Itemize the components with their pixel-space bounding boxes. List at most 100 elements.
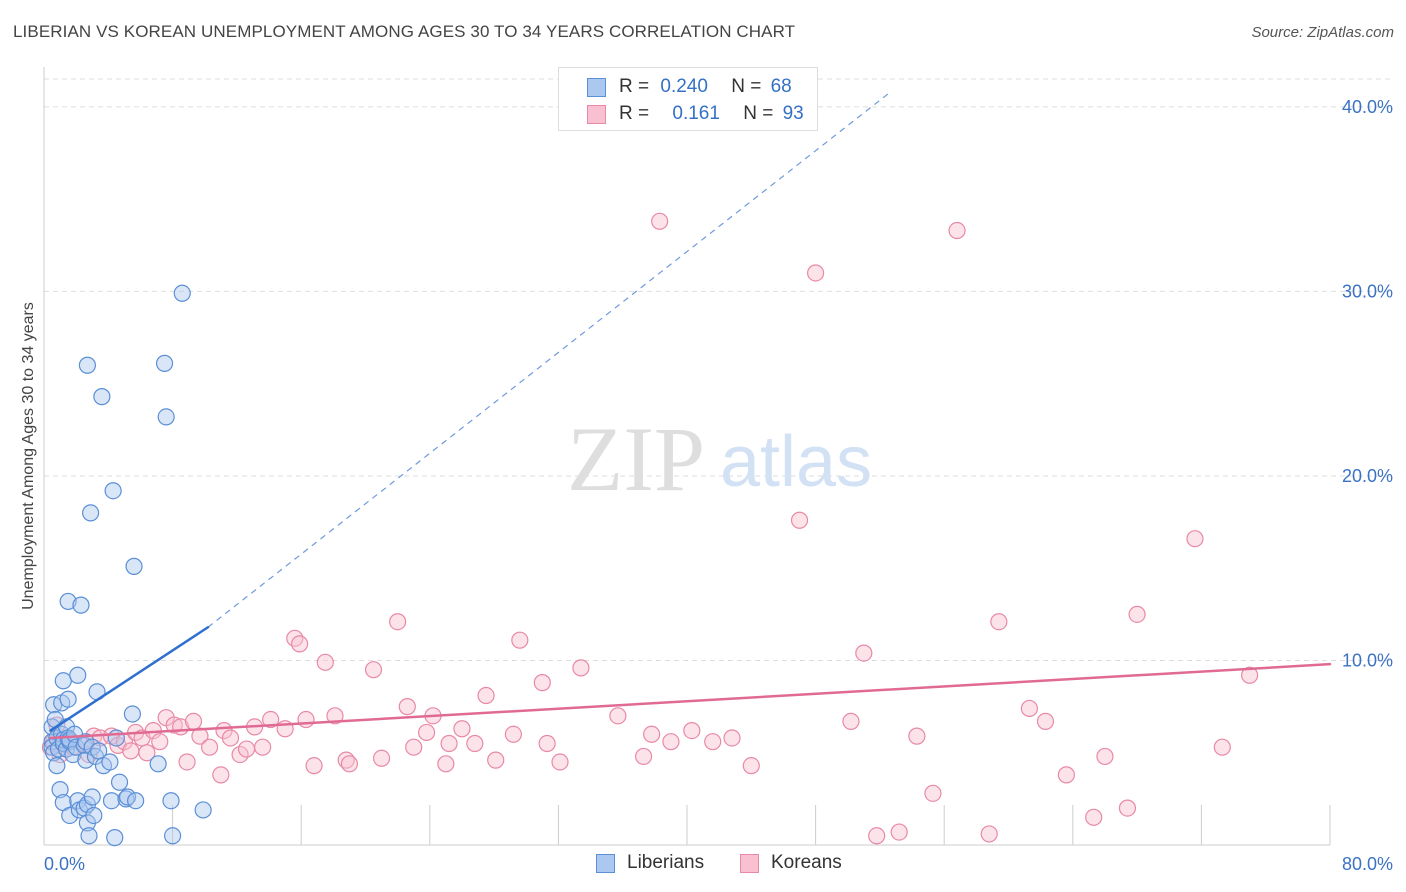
korean-point-73 [806, 264, 825, 282]
liberian-point-59 [149, 755, 167, 773]
liberian-point-30 [72, 596, 90, 614]
korean-point-43 [340, 755, 359, 773]
watermark-atlas: atlas [720, 422, 872, 502]
korean-point-88 [1118, 799, 1137, 817]
liberian-point-53 [110, 773, 129, 791]
liberian-point-38 [80, 827, 98, 845]
liberian-point-62 [162, 792, 180, 810]
liberian-point-46 [93, 388, 111, 406]
koreans-legend-swatch [740, 853, 759, 873]
legend-liberians-n-value: 68 [770, 76, 792, 97]
korean-point-75 [855, 644, 873, 662]
liberian-point-52 [107, 729, 125, 747]
korean-point-38 [297, 710, 315, 729]
liberian-point-48 [101, 753, 119, 771]
korean-point-62 [572, 659, 590, 677]
korean-point-61 [551, 753, 569, 771]
liberian-point-19 [59, 690, 77, 708]
legend-liberians-n-label: N = [731, 76, 762, 97]
korean-point-72 [790, 511, 809, 529]
korean-point-90 [1186, 530, 1204, 548]
legend-liberians-r-label: R = [619, 76, 650, 97]
korean-point-65 [643, 725, 661, 743]
korean-point-70 [723, 729, 741, 747]
korean-point-40 [316, 653, 334, 671]
korean-point-85 [1057, 766, 1075, 784]
korean-point-52 [440, 734, 458, 753]
series-legend: Liberians Koreans [0, 852, 1406, 876]
korean-point-63 [609, 707, 627, 725]
grid-lines [44, 78, 1392, 661]
liberian-point-20 [59, 592, 77, 611]
liberian-point-55 [118, 788, 137, 806]
y-tick-label-30: 30.0% [1342, 281, 1393, 301]
chart-title: LIBERIAN VS KOREAN UNEMPLOYMENT AMONG AG… [13, 22, 796, 41]
koreans-legend-label: Koreans [771, 852, 842, 873]
koreans-points [41, 212, 1259, 845]
korean-point-84 [1036, 712, 1055, 730]
legend-koreans-text: R = 0.161 N = 93 [619, 103, 804, 125]
korean-point-23 [178, 753, 196, 771]
korean-point-26 [200, 738, 219, 756]
korean-point-54 [466, 734, 484, 753]
korean-point-33 [254, 738, 272, 756]
liberian-point-51 [106, 829, 124, 847]
series-legend-koreans[interactable]: Koreans [740, 852, 842, 874]
legend-koreans-r-label: R = [619, 103, 650, 124]
liberians-legend-label: Liberians [627, 852, 705, 873]
liberian-point-57 [125, 557, 143, 575]
korean-point-76 [868, 827, 886, 845]
korean-point-79 [924, 784, 942, 802]
korean-point-58 [511, 631, 529, 649]
liberian-point-49 [102, 792, 121, 810]
legend-koreans-n-label: N = [743, 103, 774, 124]
x-tick-label-0: 0.0% [44, 854, 85, 874]
stats-legend: R = 0.240 N = 68 R = 0.161 N = 93 [558, 67, 818, 131]
korean-point-60 [538, 734, 556, 753]
liberian-point-37 [78, 356, 97, 374]
liberian-point-58 [127, 792, 145, 810]
korean-point-86 [1085, 808, 1103, 826]
series-legend-liberians[interactable]: Liberians [596, 852, 704, 874]
x-tick-label-80: 80.0% [1342, 854, 1393, 874]
korean-point-14 [122, 742, 140, 760]
korean-point-47 [398, 698, 416, 716]
korean-point-39 [305, 757, 323, 775]
korean-point-24 [184, 712, 203, 730]
liberian-point-65 [194, 801, 212, 819]
liberians-swatch [587, 77, 606, 97]
korean-point-44 [364, 661, 383, 679]
liberians-legend-swatch [596, 853, 615, 873]
korean-point-49 [417, 723, 436, 742]
liberian-point-61 [157, 408, 175, 426]
korean-point-31 [237, 740, 256, 758]
legend-liberians-text: R = 0.240 N = 68 [619, 76, 792, 98]
legend-koreans-r-value: 0.161 [672, 103, 720, 124]
korean-point-81 [980, 825, 998, 843]
y-tick-label-20: 20.0% [1342, 466, 1393, 486]
liberian-point-42 [85, 806, 103, 825]
korean-point-74 [842, 712, 860, 730]
korean-point-48 [405, 738, 423, 756]
korean-point-36 [286, 629, 304, 647]
liberian-point-39 [82, 504, 100, 522]
liberian-point-22 [61, 806, 79, 825]
korean-point-77 [890, 823, 908, 841]
korean-point-87 [1096, 747, 1114, 766]
source-credit: Source: ZipAtlas.com [1251, 24, 1394, 41]
watermark-zip: ZIP [567, 408, 705, 510]
korean-point-83 [1020, 699, 1038, 718]
korean-point-34 [262, 710, 280, 729]
korean-point-64 [634, 747, 653, 766]
koreans-swatch [587, 104, 606, 124]
watermark: ZIP atlas [567, 408, 872, 510]
liberian-point-27 [69, 666, 87, 684]
korean-point-68 [683, 721, 701, 740]
korean-point-21 [165, 716, 183, 734]
korean-point-71 [742, 757, 760, 775]
korean-point-92 [1241, 666, 1259, 684]
korean-point-57 [504, 725, 522, 743]
liberian-point-63 [164, 827, 182, 845]
liberian-point-50 [104, 482, 122, 500]
korean-point-29 [221, 729, 240, 747]
